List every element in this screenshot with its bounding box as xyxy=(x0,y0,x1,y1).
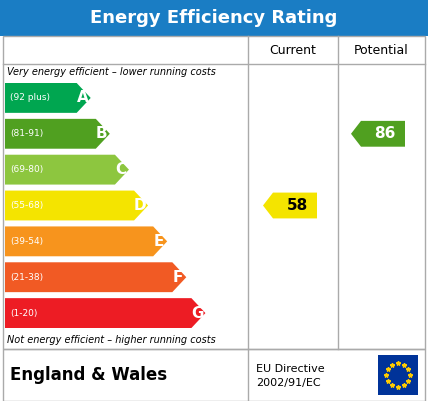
Text: 58: 58 xyxy=(286,198,308,213)
Bar xyxy=(0,0,428,36)
Text: Very energy efficient – lower running costs: Very energy efficient – lower running co… xyxy=(7,67,216,77)
Text: (55-68): (55-68) xyxy=(10,201,43,210)
Text: Not energy efficient – higher running costs: Not energy efficient – higher running co… xyxy=(7,335,216,345)
Polygon shape xyxy=(5,83,91,113)
Polygon shape xyxy=(263,192,317,219)
Text: Current: Current xyxy=(270,43,316,57)
Bar xyxy=(3,349,425,401)
Polygon shape xyxy=(5,190,148,221)
Text: C: C xyxy=(116,162,127,177)
Bar xyxy=(3,36,425,349)
Text: B: B xyxy=(96,126,107,141)
Text: D: D xyxy=(134,198,146,213)
Polygon shape xyxy=(351,121,405,147)
Polygon shape xyxy=(5,262,186,292)
Polygon shape xyxy=(5,119,110,149)
Text: England & Wales: England & Wales xyxy=(10,366,167,384)
Text: Energy Efficiency Rating: Energy Efficiency Rating xyxy=(90,9,338,27)
Text: A: A xyxy=(77,91,89,105)
Bar xyxy=(378,355,418,395)
Text: (92 plus): (92 plus) xyxy=(10,93,50,102)
Text: 2002/91/EC: 2002/91/EC xyxy=(256,378,321,388)
Text: EU Directive: EU Directive xyxy=(256,364,324,374)
Polygon shape xyxy=(5,155,129,184)
Text: (21-38): (21-38) xyxy=(10,273,43,282)
Polygon shape xyxy=(5,298,205,328)
Text: (39-54): (39-54) xyxy=(10,237,43,246)
Text: G: G xyxy=(191,306,204,320)
Polygon shape xyxy=(5,227,167,256)
Text: E: E xyxy=(154,234,164,249)
Text: (69-80): (69-80) xyxy=(10,165,43,174)
Text: (1-20): (1-20) xyxy=(10,309,37,318)
Text: Potential: Potential xyxy=(354,43,408,57)
Text: F: F xyxy=(173,270,184,285)
Text: (81-91): (81-91) xyxy=(10,129,43,138)
Text: 86: 86 xyxy=(374,126,396,141)
